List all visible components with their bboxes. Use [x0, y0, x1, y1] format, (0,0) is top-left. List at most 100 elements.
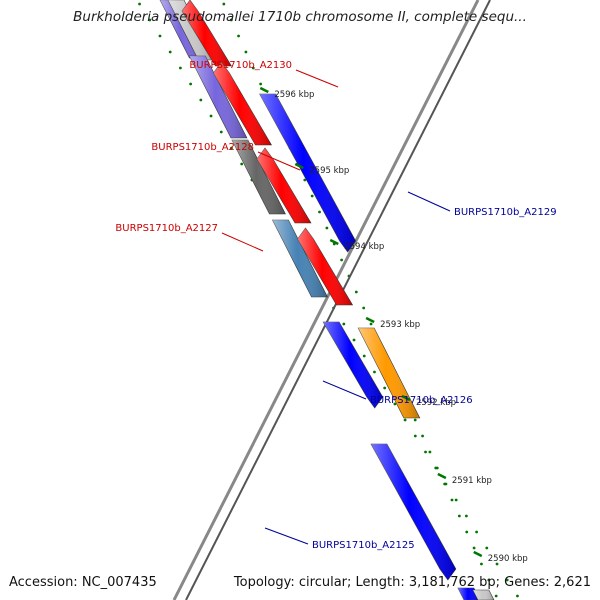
gene-label-leader — [322, 380, 367, 400]
tick-mark — [401, 394, 411, 402]
inner-dot-row — [138, 2, 141, 6]
tick-label: 2593 kbp — [380, 320, 420, 330]
inner-dot-row — [352, 338, 356, 342]
feature-red-2-shading — [213, 62, 272, 145]
outer-dot-row — [457, 514, 461, 518]
minor-tick-dots — [138, 2, 519, 598]
inner-dot-row — [362, 354, 366, 358]
tick-label: 2595 kbp — [309, 166, 349, 176]
inner-dot-row — [413, 434, 417, 438]
tick-label: 2592 kbp — [416, 398, 456, 408]
gene-label-leader — [407, 191, 451, 212]
inner-dot-row — [464, 514, 468, 518]
feature-a2125-shading — [370, 444, 456, 580]
gene-label-leader — [221, 232, 264, 252]
inner-dot-row — [179, 66, 182, 70]
inner-dot-row — [505, 578, 509, 582]
inner-dot-row — [383, 386, 387, 390]
tick-label: 2594 kbp — [344, 242, 384, 252]
inner-dot-row — [219, 130, 223, 134]
outer-dot-row — [428, 450, 432, 454]
feature-a2126-shading — [358, 328, 420, 418]
tick-mark — [259, 86, 269, 94]
feature-red-top-shading — [182, 0, 232, 66]
inner-dot-row — [342, 322, 346, 326]
gene-label-leader — [257, 151, 301, 171]
inner-dot-row — [475, 530, 478, 534]
outer-dot-row — [487, 578, 491, 582]
inner-dot-row — [199, 98, 203, 102]
outer-dot-row — [310, 194, 314, 198]
feature-a2130-shading — [189, 56, 247, 138]
gene-label: BURPS1710b_A2126 — [370, 395, 473, 406]
gene-label-leader — [264, 527, 309, 545]
inner-dot-row — [516, 594, 519, 598]
outer-dot-row — [229, 18, 233, 22]
outer-dot-row — [244, 50, 248, 54]
gene-label: BURPS1710b_A2129 — [454, 207, 557, 218]
outer-dot-row — [325, 226, 329, 230]
gene-label: BURPS1710b_A2127 — [115, 223, 218, 234]
inner-dot-row — [209, 114, 213, 118]
outer-dot-row — [251, 66, 255, 70]
inner-dot-row — [168, 50, 172, 54]
inner-dot-row — [424, 450, 427, 454]
topology-summary: Topology: circular; Length: 3,181,762 bp… — [233, 575, 591, 590]
accession-text: Accession: NC_007435 — [9, 575, 157, 590]
outer-dot-row — [480, 562, 483, 566]
gene-labels: BURPS1710b_A2130 BURPS1710b_A2128 BURPS171… — [115, 60, 556, 551]
inner-dot-row — [240, 162, 244, 166]
tick-label: 2590 kbp — [488, 554, 528, 564]
inner-dot-row — [148, 18, 152, 22]
tick-label: 2591 kbp — [452, 476, 492, 486]
tick-mark — [437, 472, 447, 480]
inner-dot-row — [189, 82, 193, 86]
feature-a2127-shading — [272, 220, 328, 297]
inner-dot-row — [230, 146, 233, 150]
feature-a2129-shading — [259, 94, 356, 252]
inner-dot-row — [495, 562, 499, 566]
outer-dot-row — [413, 418, 417, 422]
outer-dot-row — [450, 498, 454, 502]
feature-track — [159, 0, 495, 600]
outer-dot-row — [465, 530, 469, 534]
outer-dot-row — [354, 290, 358, 294]
feature-gray-bottom-shading — [472, 590, 494, 600]
gene-label-leader — [295, 69, 339, 88]
gene-label: BURPS1710b_A2128 — [151, 142, 254, 153]
feature-blue-mid-shading — [323, 322, 383, 408]
outer-dot-row — [369, 322, 373, 326]
tick-mark — [329, 238, 339, 246]
outer-dot-row — [494, 594, 498, 598]
tick-mark — [473, 550, 483, 558]
outer-dot-row — [443, 482, 447, 486]
feature-red-3-shading — [256, 148, 311, 223]
outer-dot-row — [303, 178, 307, 182]
gene-label: BURPS1710b_A2125 — [312, 540, 415, 551]
feature-red-4-shading — [297, 228, 353, 305]
map-title: Burkholderia pseudomallei 1710b chromoso… — [73, 9, 527, 25]
outer-dot-row — [318, 210, 321, 214]
inner-dot-row — [158, 34, 162, 38]
tick-label: 2596 kbp — [274, 90, 314, 100]
inner-dot-row — [454, 498, 458, 502]
feature-a2128-shading — [231, 140, 286, 214]
inner-dot-row — [485, 546, 489, 550]
tick-mark — [365, 316, 375, 324]
kbp-ruler: 2590 kbp 2591 kbp 2592 kbp 2593 kbp 2594 kbp… — [259, 86, 528, 564]
tick-mark — [294, 162, 304, 170]
outer-dot-row — [472, 546, 476, 550]
inner-dot-row — [393, 402, 397, 406]
outer-dot-row — [237, 34, 240, 38]
outer-dot-row — [421, 434, 424, 438]
outer-dot-row — [435, 466, 439, 470]
inner-dot-row — [373, 370, 376, 374]
inner-dot-row — [403, 418, 407, 422]
outer-dot-row — [222, 2, 226, 6]
gene-label: BURPS1710b_A2130 — [189, 60, 292, 71]
outer-dot-row — [259, 82, 263, 86]
outer-dot-row — [362, 306, 366, 310]
backbone-line-left — [172, 0, 480, 600]
outer-dot-row — [340, 258, 343, 262]
